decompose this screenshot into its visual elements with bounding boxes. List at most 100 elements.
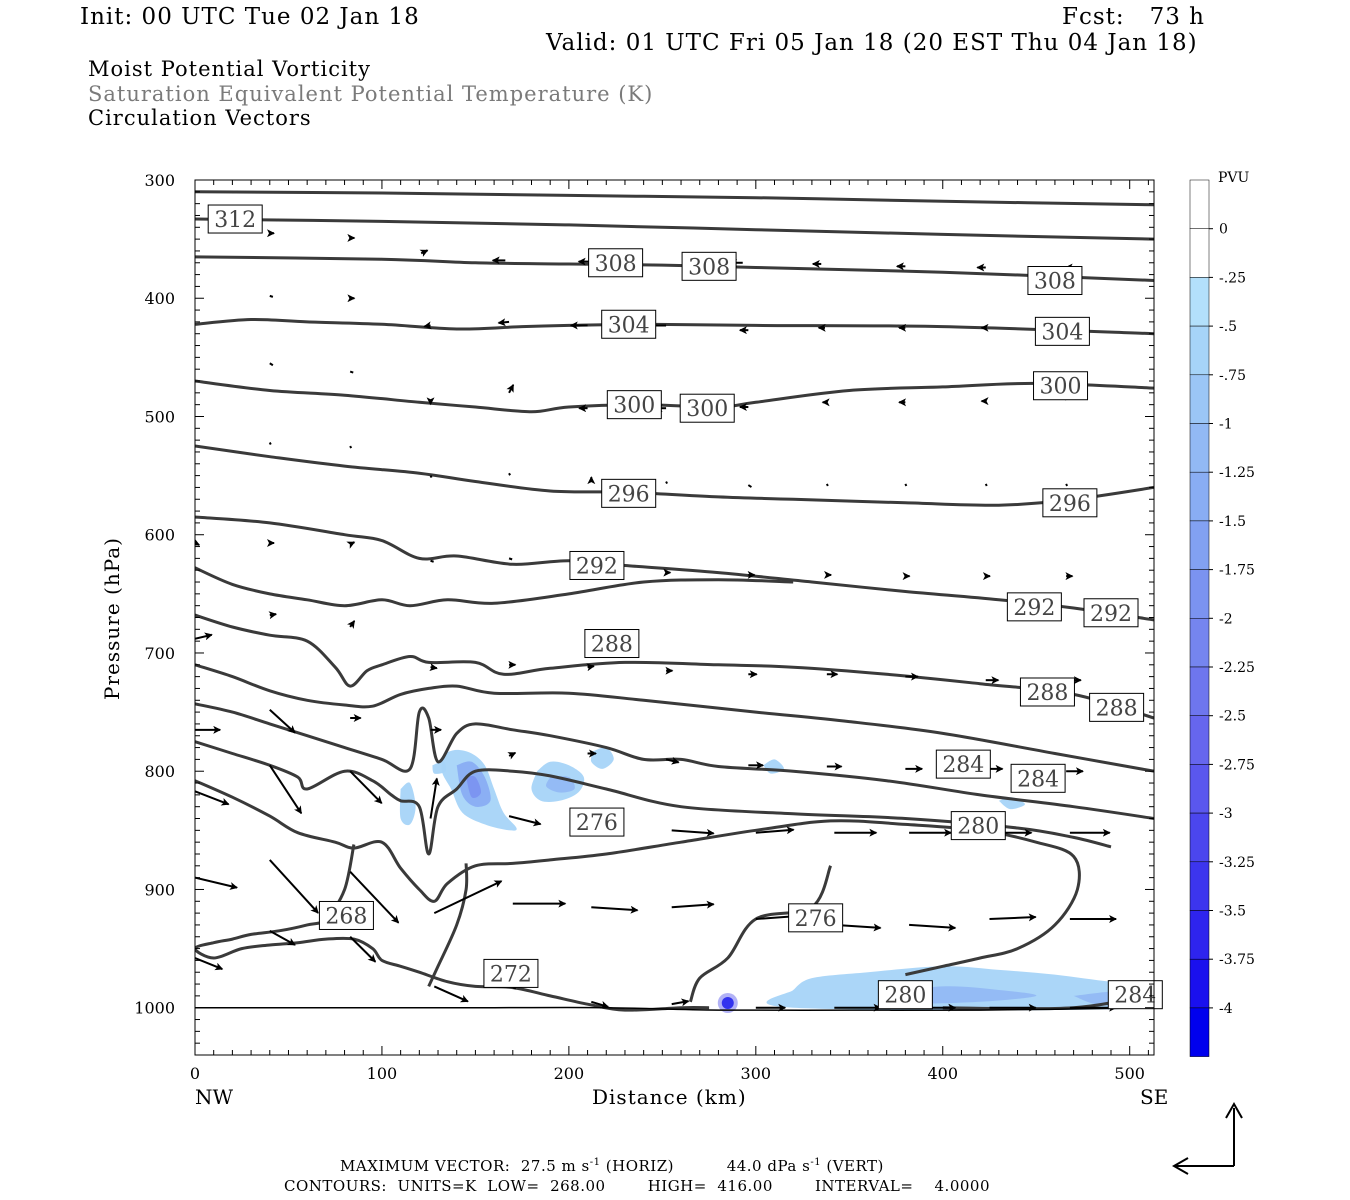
x-tick-label: 400 xyxy=(927,1064,958,1083)
forecast-hour: Fcst: 73 h xyxy=(1062,4,1205,30)
y-tick-label: 1000 xyxy=(134,999,175,1018)
axes: 300 400 500 600 700 800 900 1000 0 100 200 300 400 50… xyxy=(134,171,1154,1083)
vector-arrow xyxy=(671,828,715,837)
colorbar-label: -3.25 xyxy=(1219,855,1255,871)
theta-contour-312 xyxy=(195,190,1154,207)
contour-label-text: 308 xyxy=(688,255,730,280)
contour-label-text: 276 xyxy=(795,907,837,932)
x-tick-label: 500 xyxy=(1114,1064,1145,1083)
vector-arrow xyxy=(195,790,230,806)
contour-label: 292 xyxy=(1083,598,1139,628)
circulation-vectors xyxy=(195,229,1118,1012)
y-tick-label: 700 xyxy=(144,644,175,663)
vector-arrow xyxy=(269,362,274,367)
theta-contour-276 xyxy=(195,844,710,1012)
pv-region xyxy=(432,761,447,774)
contour-label-text: 308 xyxy=(1034,270,1076,295)
contour-label-text: 300 xyxy=(613,394,655,419)
y-tick-label: 300 xyxy=(144,171,175,190)
vector-arrow xyxy=(671,998,690,1007)
vector-arrow xyxy=(269,708,296,734)
field-title-vectors: Circulation Vectors xyxy=(88,106,312,130)
contour-label-box xyxy=(601,478,657,508)
vector-arrow xyxy=(269,929,296,946)
vector-arrow xyxy=(195,632,213,641)
contour-label: 288 xyxy=(584,629,640,659)
contour-label-box xyxy=(950,811,1006,841)
contour-label-text: 288 xyxy=(591,633,633,658)
colorbar-swatch xyxy=(1189,666,1210,716)
vector-arrow xyxy=(755,826,795,835)
contour-label-box xyxy=(1042,488,1098,518)
contour-label-box xyxy=(1107,980,1163,1010)
colorbar-swatch xyxy=(1189,423,1210,473)
vector-arrow xyxy=(349,445,353,449)
vector-arrow xyxy=(909,923,957,932)
contour-label-box xyxy=(588,248,644,278)
contour-label-text: 304 xyxy=(1041,320,1083,345)
vector-arrow xyxy=(671,900,715,909)
contour-label-text: 296 xyxy=(608,482,650,507)
contour-label: 300 xyxy=(606,390,662,420)
vector-arrow xyxy=(665,756,680,765)
pv-colorbar: 0 -.25 -.5 -.75 -1 -1.25 -1.5 -1.75 -2 -2.25 -2.5 -… xyxy=(1189,179,1255,1057)
vector-arrow xyxy=(347,620,356,629)
colorbar-swatch xyxy=(1189,471,1210,522)
contour-label-text: 300 xyxy=(1040,375,1082,400)
contour-labels: 312 308 308 308 304 304 300 300 300 296 296 292 292 2… xyxy=(207,204,1163,1010)
colorbar-swatch xyxy=(1189,618,1210,668)
contour-label: 300 xyxy=(679,393,735,423)
colorbar-label: -.75 xyxy=(1219,368,1246,384)
vector-arrow xyxy=(507,751,517,760)
contour-label: 308 xyxy=(1027,266,1083,296)
contour-label-text: 280 xyxy=(957,815,999,840)
x-tick-label: 300 xyxy=(741,1064,772,1083)
contour-label-text: 284 xyxy=(1017,767,1059,792)
x-tick-label: 100 xyxy=(367,1064,398,1083)
colorbar-swatch xyxy=(1189,764,1210,814)
vector-arrow xyxy=(346,541,356,549)
y-tick-label: 600 xyxy=(144,526,175,545)
pv-region xyxy=(399,782,416,826)
colorbar-label: -2.5 xyxy=(1219,709,1246,725)
footer-vert-sup: -1 xyxy=(810,1157,822,1168)
vector-arrow xyxy=(508,472,511,476)
vector-arrow xyxy=(269,859,319,914)
colorbar-swatch xyxy=(1189,374,1210,424)
contour-label: 308 xyxy=(681,251,737,281)
contour-label-box xyxy=(679,393,735,423)
x-axis-title: Distance (km) xyxy=(592,1085,747,1109)
contour-label-box xyxy=(681,251,737,281)
colorbar-label: -3.75 xyxy=(1219,952,1255,968)
reference-vector-icon xyxy=(1171,1101,1243,1175)
contour-label: 292 xyxy=(1006,592,1062,622)
contour-label: 288 xyxy=(1089,692,1145,722)
x-axis-left-label: NW xyxy=(195,1085,234,1109)
contour-label: 312 xyxy=(207,204,263,234)
colorbar-swatch xyxy=(1189,520,1210,570)
colorbar-swatch xyxy=(1189,715,1210,765)
vector-arrow xyxy=(268,611,278,620)
contour-label-text: 280 xyxy=(884,984,926,1009)
vector-arrow xyxy=(349,770,383,804)
field-title-theta-es: Saturation Equivalent Potential Temperat… xyxy=(88,82,654,106)
vector-arrow xyxy=(268,442,272,445)
colorbar-swatch xyxy=(1189,1007,1210,1057)
pv-region xyxy=(590,747,614,769)
contour-label-box xyxy=(318,900,374,930)
colorbar-label: -2 xyxy=(1219,611,1233,627)
theta-contour-288 xyxy=(195,613,1154,720)
colorbar-label: -3 xyxy=(1219,806,1233,822)
contour-label-box xyxy=(935,749,991,779)
y-tick-label: 900 xyxy=(144,880,175,899)
contour-label-box xyxy=(584,629,640,659)
colorbar-label: -1.25 xyxy=(1219,465,1255,481)
vector-arrow xyxy=(591,905,639,914)
x-tick-label: 200 xyxy=(554,1064,585,1083)
pv-region xyxy=(466,775,482,799)
contour-label-box xyxy=(569,807,625,837)
contour-label: 296 xyxy=(601,478,657,508)
vector-arrow xyxy=(430,559,434,563)
vector-arrow xyxy=(433,985,469,1003)
colorbar-swatch xyxy=(1189,910,1210,960)
